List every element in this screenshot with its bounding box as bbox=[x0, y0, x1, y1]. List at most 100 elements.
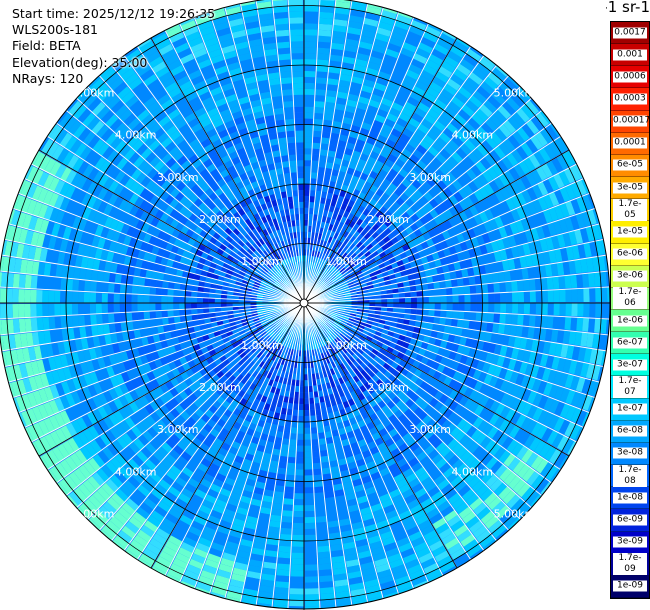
range-gate bbox=[335, 1, 351, 10]
range-gate bbox=[379, 467, 391, 477]
range-gate bbox=[371, 250, 379, 258]
range-gate bbox=[476, 255, 485, 266]
range-gate bbox=[305, 582, 319, 589]
range-gate bbox=[372, 552, 387, 562]
range-gate bbox=[532, 198, 543, 213]
range-gate bbox=[559, 387, 570, 403]
range-gate bbox=[343, 360, 350, 368]
range-gate bbox=[592, 333, 600, 349]
range-gate bbox=[405, 297, 412, 303]
range-gate bbox=[422, 64, 437, 76]
range-gate bbox=[468, 204, 479, 216]
range-gate bbox=[348, 349, 355, 356]
range-gate bbox=[362, 430, 372, 439]
range-gate bbox=[564, 184, 576, 200]
range-gate bbox=[452, 224, 462, 235]
range-gate bbox=[329, 138, 338, 146]
range-gate bbox=[342, 338, 349, 345]
range-gate bbox=[391, 467, 403, 478]
range-gate bbox=[371, 348, 379, 356]
range-gate bbox=[319, 320, 324, 327]
range-gate bbox=[335, 263, 342, 270]
range-gate bbox=[354, 332, 361, 339]
range-gate bbox=[529, 290, 536, 303]
range-gate bbox=[491, 67, 507, 82]
range-gate bbox=[425, 25, 441, 38]
range-gate bbox=[552, 276, 560, 289]
range-gate bbox=[440, 505, 455, 518]
range-gate bbox=[410, 58, 425, 70]
range-gate bbox=[500, 292, 507, 303]
range-gate bbox=[375, 482, 387, 492]
range-gate bbox=[532, 378, 542, 392]
range-gate bbox=[372, 88, 385, 98]
range-gate bbox=[409, 285, 417, 292]
range-gate bbox=[314, 492, 325, 499]
range-gate bbox=[347, 249, 355, 257]
range-gate bbox=[521, 388, 532, 402]
range-gate bbox=[316, 516, 327, 523]
range-gate bbox=[374, 32, 390, 43]
range-gate bbox=[344, 380, 352, 388]
range-gate bbox=[304, 213, 309, 220]
range-gate bbox=[367, 386, 376, 395]
range-gate bbox=[313, 118, 323, 126]
range-gate bbox=[354, 58, 368, 68]
range-gate bbox=[317, 166, 325, 174]
range-gate bbox=[480, 510, 496, 525]
range-gate bbox=[401, 324, 409, 331]
range-gate bbox=[472, 525, 488, 539]
range-gate bbox=[355, 241, 363, 249]
range-gate bbox=[453, 213, 463, 225]
range-gate bbox=[232, 299, 239, 303]
range-gate bbox=[464, 76, 480, 90]
range-gate bbox=[319, 328, 324, 334]
range-gate bbox=[347, 332, 354, 338]
range-gate bbox=[316, 521, 328, 529]
range-gate bbox=[423, 460, 436, 471]
range-gate bbox=[371, 546, 385, 556]
range-gate bbox=[477, 506, 492, 520]
range-gate bbox=[317, 35, 331, 43]
range-gate bbox=[499, 467, 513, 482]
range-gate bbox=[516, 482, 531, 498]
range-gate bbox=[481, 283, 489, 293]
range-gate bbox=[114, 323, 122, 333]
range-gate bbox=[441, 483, 454, 495]
range-gate bbox=[505, 395, 516, 408]
range-gate bbox=[443, 434, 455, 446]
range-gate bbox=[369, 150, 380, 160]
range-gate bbox=[562, 232, 572, 247]
range-gate bbox=[460, 450, 472, 463]
range-gate bbox=[448, 194, 459, 206]
range-gate bbox=[439, 317, 446, 325]
range-gate bbox=[440, 340, 448, 349]
range-gate bbox=[468, 276, 476, 285]
range-gate bbox=[378, 251, 387, 259]
range-gate bbox=[467, 180, 479, 193]
range-gate bbox=[507, 235, 517, 247]
range-gate bbox=[388, 244, 397, 253]
range-gate bbox=[346, 99, 358, 108]
range-gate bbox=[560, 344, 569, 358]
range-gate bbox=[345, 276, 352, 282]
range-gate bbox=[333, 239, 340, 247]
range-gate bbox=[329, 283, 335, 288]
range-gate bbox=[482, 361, 491, 373]
range-gate bbox=[440, 88, 454, 101]
range-gate bbox=[607, 303, 610, 319]
range-gate bbox=[167, 303, 174, 311]
range-gate bbox=[423, 335, 431, 343]
range-gate bbox=[328, 66, 341, 74]
range-gate bbox=[438, 527, 454, 540]
range-gate bbox=[426, 568, 442, 580]
range-gate bbox=[167, 310, 174, 318]
range-gate bbox=[483, 492, 498, 506]
range-gate bbox=[366, 104, 378, 114]
range-gate bbox=[18, 304, 25, 318]
range-gate bbox=[326, 270, 332, 277]
range-gate bbox=[457, 529, 472, 542]
range-gate bbox=[367, 219, 376, 228]
range-gate bbox=[365, 243, 374, 251]
range-gate bbox=[304, 237, 308, 244]
